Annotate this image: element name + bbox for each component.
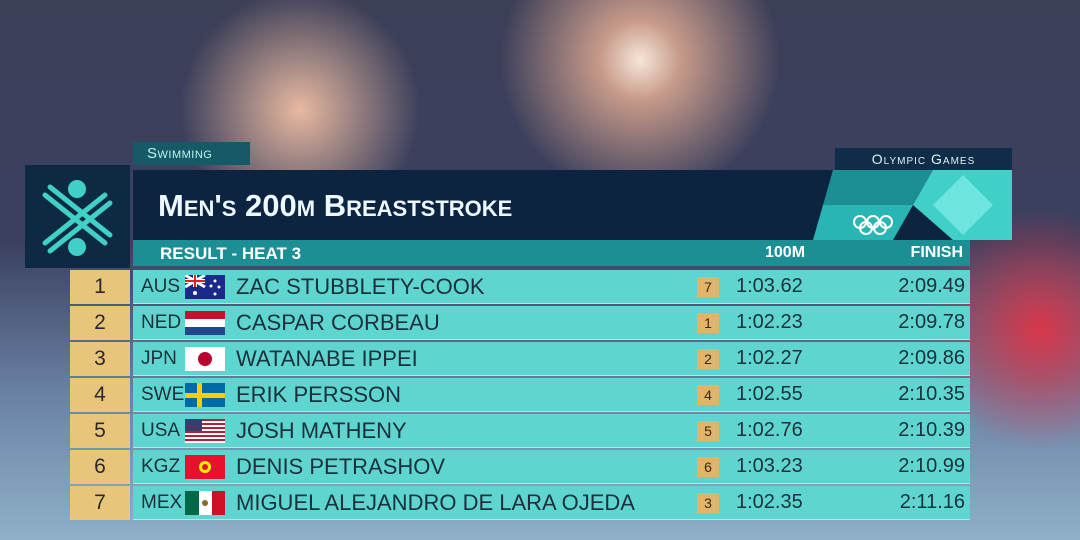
- sport-pictogram: [25, 165, 130, 268]
- athlete-name: Denis PETRASHOV: [236, 454, 446, 479]
- flag: [185, 491, 225, 515]
- flag: [185, 275, 225, 299]
- country-code: USA: [141, 420, 181, 441]
- athlete-name: Erik PERSSON: [236, 382, 402, 407]
- rank: 1: [70, 270, 130, 304]
- rank: 7: [70, 486, 130, 520]
- finish-time: 2:10.39: [898, 419, 965, 441]
- result-row: 1 AUS Zac STUBBLETY-COOK 7 1:03.62 2:09.…: [70, 270, 970, 304]
- sport-tab: Swimming: [133, 142, 250, 165]
- finish-time: 2:09.86: [898, 347, 965, 369]
- split-time: 1:02.27: [736, 347, 803, 369]
- athlete-name: Caspar CORBEAU: [236, 310, 440, 335]
- column-header: 100m: [765, 244, 806, 261]
- rank: 4: [70, 378, 130, 412]
- flag: [185, 347, 225, 371]
- country-code: JPN: [141, 348, 177, 369]
- country-code: SWE: [141, 384, 185, 405]
- flag: [185, 455, 225, 479]
- subtitle: Result - Heat 3: [160, 244, 302, 263]
- country-code: AUS: [141, 276, 181, 297]
- row-bar: MEX Miguel Alejandro DE LARA OJEDA 3 1:0…: [133, 486, 970, 520]
- flag: [185, 311, 225, 335]
- result-row: 5 USA Josh MATHENY 5 1:02.76 2:10.39: [70, 414, 970, 448]
- athlete-name: Josh MATHENY: [236, 418, 407, 443]
- column-header: Finish: [910, 244, 963, 261]
- rank: 5: [70, 414, 130, 448]
- finish-time: 2:11.16: [899, 491, 965, 513]
- country-code: KGZ: [141, 456, 181, 477]
- subtitle-bar: [133, 240, 970, 266]
- split-time: 1:03.23: [736, 455, 803, 477]
- athlete-name: WATANABE Ippei: [236, 346, 418, 371]
- row-bar: SWE Erik PERSSON 4 1:02.55 2:10.35: [133, 378, 970, 412]
- split-rank: 2: [697, 349, 719, 369]
- split-rank: 5: [697, 421, 719, 441]
- split-rank: 6: [697, 457, 719, 477]
- split-time: 1:02.76: [736, 419, 803, 441]
- title-decoration: [813, 170, 1012, 240]
- result-row: 4 SWE Erik PERSSON 4 1:02.55 2:10.35: [70, 378, 970, 412]
- finish-time: 2:10.99: [898, 455, 965, 477]
- event-title: Men's 200m Breaststroke: [158, 188, 513, 223]
- split-rank: 1: [697, 313, 719, 333]
- result-row: 2 NED Caspar CORBEAU 1 1:02.23 2:09.78: [70, 306, 970, 340]
- row-bar: AUS Zac STUBBLETY-COOK 7 1:03.62 2:09.49: [133, 270, 970, 304]
- athlete-name: Zac STUBBLETY-COOK: [236, 274, 485, 299]
- rank: 6: [70, 450, 130, 484]
- split-time: 1:02.23: [736, 311, 803, 333]
- result-row: 3 JPN WATANABE Ippei 2 1:02.27 2:09.86: [70, 342, 970, 376]
- athlete-name: Miguel Alejandro DE LARA OJEDA: [236, 490, 635, 515]
- country-code: NED: [141, 312, 182, 333]
- pictogram: [42, 180, 113, 256]
- row-bar: KGZ Denis PETRASHOV 6 1:03.23 2:10.99: [133, 450, 970, 484]
- row-bar: NED Caspar CORBEAU 1 1:02.23 2:09.78: [133, 306, 970, 340]
- split-rank: 4: [697, 385, 719, 405]
- flag: [185, 419, 225, 443]
- rank: 2: [70, 306, 130, 340]
- country-code: MEX: [141, 492, 183, 513]
- result-row: 7 MEX Miguel Alejandro DE LARA OJEDA 3 1…: [70, 486, 970, 520]
- split-time: 1:02.55: [736, 383, 803, 405]
- finish-time: 2:09.49: [898, 275, 965, 297]
- finish-time: 2:09.78: [898, 311, 965, 333]
- title-bar: [133, 170, 1012, 240]
- result-row: 6 KGZ Denis PETRASHOV 6 1:03.23 2:10.99: [70, 450, 970, 484]
- row-bar: USA Josh MATHENY 5 1:02.76 2:10.39: [133, 414, 970, 448]
- split-rank: 7: [697, 277, 719, 297]
- finish-time: 2:10.35: [898, 383, 965, 405]
- split-time: 1:03.62: [736, 275, 803, 297]
- brand-tab: Olympic Games: [835, 148, 1012, 170]
- split-time: 1:02.35: [736, 491, 803, 513]
- flag: [185, 383, 225, 407]
- split-rank: 3: [697, 493, 719, 513]
- row-bar: JPN WATANABE Ippei 2 1:02.27 2:09.86: [133, 342, 970, 376]
- rank: 3: [70, 342, 130, 376]
